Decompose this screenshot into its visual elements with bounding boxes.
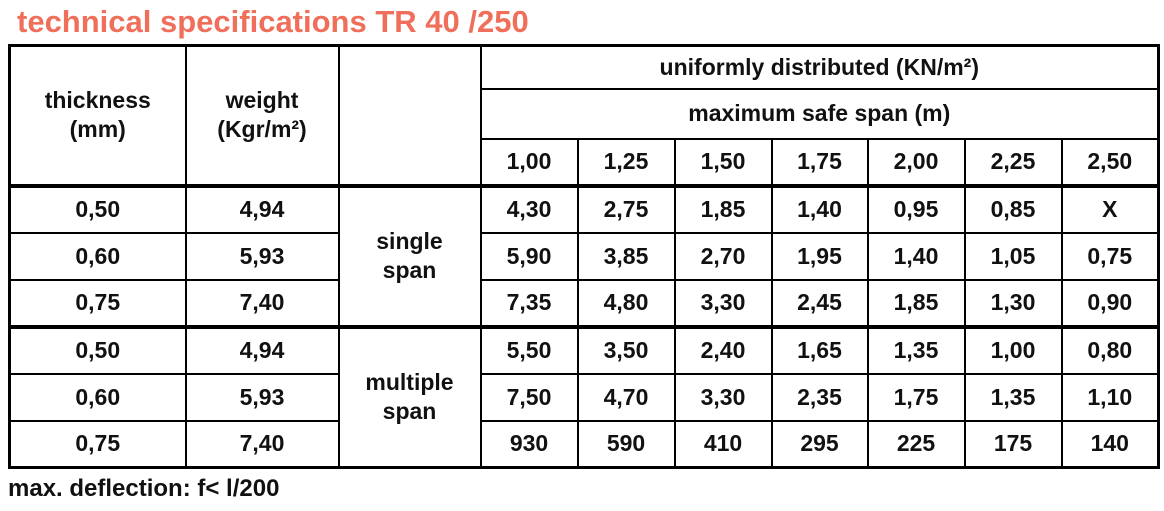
span-value-cell: 295: [770, 419, 869, 469]
span-value-cell: 2,75: [576, 183, 676, 234]
span-value-cell: 140: [1060, 419, 1160, 469]
span-value-cell: 1,85: [673, 183, 773, 234]
col-header-weight-line2: (Kgr/m²): [217, 116, 307, 143]
col-header-weight: weight (Kgr/m²): [184, 44, 340, 187]
span-type-multiple-line1: multiple: [365, 369, 454, 396]
load-header-cell: 1,75: [770, 137, 869, 187]
span-value-cell: 1,95: [770, 231, 869, 281]
span-value-cell: 3,85: [576, 231, 676, 281]
col-header-thickness-line1: thickness: [44, 87, 151, 114]
span-value-cell: 1,00: [963, 324, 1063, 375]
span-value-cell: 2,45: [770, 278, 869, 328]
span-value-cell: 0,95: [866, 183, 966, 234]
thickness-cell: 0,75: [8, 278, 187, 328]
thickness-cell: 0,50: [8, 324, 187, 375]
load-header-cell: 1,50: [673, 137, 773, 187]
col-header-thickness: thickness (mm): [8, 44, 187, 187]
load-header-cell: 2,00: [866, 137, 966, 187]
span-value-cell: 175: [963, 419, 1063, 469]
col-header-weight-line1: weight: [225, 87, 299, 114]
weight-cell: 5,93: [184, 372, 340, 422]
load-header-cell: 1,00: [479, 137, 579, 187]
span-value-cell: 1,65: [770, 324, 869, 375]
span-value-cell: 3,50: [576, 324, 676, 375]
span-type-single-line2: span: [382, 257, 437, 283]
header-max-safe-span: maximum safe span (m): [479, 87, 1160, 140]
weight-cell: 5,93: [184, 231, 340, 281]
spec-table: thickness (mm) weight (Kgr/m²) uniformly…: [8, 44, 1161, 469]
col-header-thickness-line2: (mm): [69, 116, 126, 143]
span-value-cell: 1,75: [866, 372, 966, 422]
span-value-cell: 4,30: [479, 183, 579, 234]
span-value-cell: 5,90: [479, 231, 579, 281]
span-value-cell: 0,80: [1060, 324, 1160, 375]
weight-cell: 7,40: [184, 278, 340, 328]
span-value-cell: 410: [673, 419, 773, 469]
thickness-cell: 0,60: [8, 231, 187, 281]
span-type-multiple-line2: span: [382, 398, 437, 425]
load-header-cell: 2,50: [1060, 137, 1160, 187]
span-value-cell: 930: [479, 419, 579, 469]
span-value-cell: 7,50: [479, 372, 579, 422]
span-value-cell: 1,40: [770, 183, 869, 234]
span-value-cell: 3,30: [673, 372, 773, 422]
span-value-cell: 0,90: [1060, 278, 1160, 328]
span-value-cell: 2,40: [673, 324, 773, 375]
span-value-cell: 590: [576, 419, 676, 469]
span-value-cell: X: [1060, 183, 1160, 234]
span-value-cell: 5,50: [479, 324, 579, 375]
span-value-cell: 4,70: [576, 372, 676, 422]
span-value-cell: 2,70: [673, 231, 773, 281]
span-type-single: single span: [337, 183, 482, 328]
thickness-cell: 0,75: [8, 419, 187, 469]
span-value-cell: 225: [866, 419, 966, 469]
page-title: technical specifications TR 40 /250: [17, 4, 529, 39]
col-header-span-type: [337, 44, 482, 187]
span-value-cell: 1,85: [866, 278, 966, 328]
max-deflection-note: max. deflection: f< l/200: [8, 475, 280, 502]
span-value-cell: 7,35: [479, 278, 579, 328]
thickness-cell: 0,50: [8, 183, 187, 234]
span-value-cell: 0,85: [963, 183, 1063, 234]
thickness-cell: 0,60: [8, 372, 187, 422]
header-uniformly-distributed: uniformly distributed (KN/m²): [479, 44, 1160, 90]
weight-cell: 7,40: [184, 419, 340, 469]
weight-cell: 4,94: [184, 183, 340, 234]
span-value-cell: 1,35: [866, 324, 966, 375]
span-value-cell: 1,35: [963, 372, 1063, 422]
span-value-cell: 1,40: [866, 231, 966, 281]
span-value-cell: 1,10: [1060, 372, 1160, 422]
load-header-cell: 1,25: [576, 137, 676, 187]
span-type-multiple: multiple span: [337, 324, 482, 469]
span-type-single-line1: single: [376, 228, 443, 254]
span-value-cell: 1,05: [963, 231, 1063, 281]
load-header-cell: 2,25: [963, 137, 1063, 187]
span-value-cell: 4,80: [576, 278, 676, 328]
span-value-cell: 1,30: [963, 278, 1063, 328]
span-value-cell: 0,75: [1060, 231, 1160, 281]
span-value-cell: 2,35: [770, 372, 869, 422]
weight-cell: 4,94: [184, 324, 340, 375]
span-value-cell: 3,30: [673, 278, 773, 328]
